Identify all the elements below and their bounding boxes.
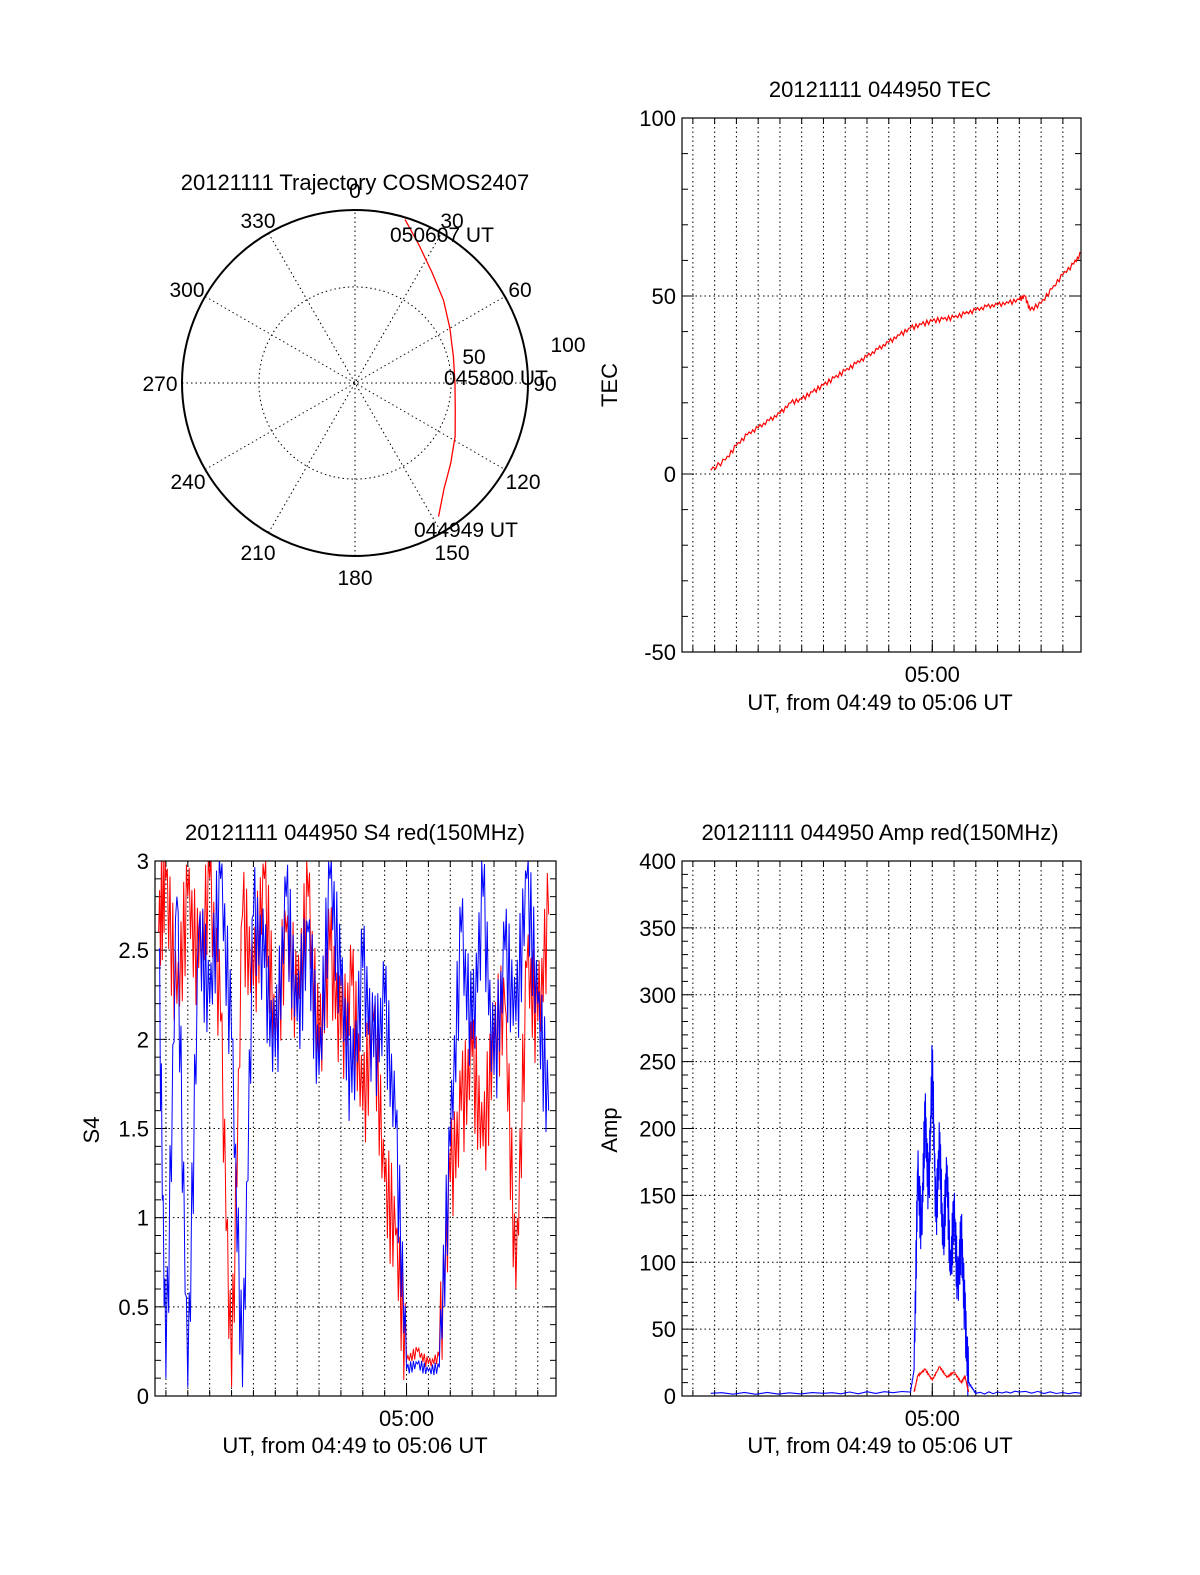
s4-ylabel: S4	[79, 1117, 104, 1144]
y-tick-label: 0	[137, 1384, 149, 1409]
polar-trajectory-line	[404, 219, 456, 517]
series-line	[158, 861, 550, 1388]
polar-azimuth-label: 120	[505, 471, 540, 494]
polar-azimuth-label: 210	[240, 542, 275, 565]
series-line	[710, 251, 1081, 471]
grid-lines	[682, 860, 1081, 1397]
polar-trajectory-panel: 20121111 Trajectory COSMOS2407 0 30 60 90 12…	[142, 170, 585, 590]
polar-azimuth-label: 300	[169, 279, 204, 302]
polar-spoke	[268, 232, 442, 534]
series-line	[913, 1365, 970, 1393]
tec-title: 20121111 044950 TEC	[769, 77, 991, 102]
polar-azimuth-label: 90	[533, 373, 556, 396]
polar-ring-50	[258, 286, 452, 480]
x-tick-label: 05:00	[905, 662, 960, 687]
plot-frame	[681, 117, 1082, 653]
plot-frame	[681, 860, 1082, 1397]
y-tick-label: -50	[644, 640, 676, 665]
polar-time-annotation: 045800 UT	[444, 367, 548, 390]
tec-panel: 20121111 044950 TEC -50 0 50 100 05:00 UT, f…	[597, 77, 1082, 715]
tec-plot-area: -50 0 50 100 05:00	[639, 106, 1082, 687]
y-tick-label: 2.5	[118, 938, 149, 963]
y-tick-label: 50	[652, 1317, 676, 1342]
amp-title: 20121111 044950 Amp red(150MHz)	[701, 820, 1058, 845]
polar-azimuth-label: 30	[440, 210, 463, 233]
polar-azimuth-label: 150	[434, 542, 469, 565]
y-tick-label: 100	[639, 106, 676, 131]
amp-ylabel: Amp	[597, 1107, 622, 1152]
polar-time-annotation: 044949 UT	[414, 519, 518, 542]
y-tick-label: 2	[137, 1027, 149, 1052]
polar-spoke	[204, 296, 506, 470]
polar-radial-labels: 50 100	[462, 334, 585, 369]
y-tick-label: 150	[639, 1183, 676, 1208]
y-tick-label: 300	[639, 983, 676, 1008]
series-group	[710, 251, 1081, 471]
amp-panel: 20121111 044950 Amp red(150MHz) 0 50 100 15…	[597, 820, 1082, 1458]
y-tick-label: 400	[639, 849, 676, 874]
y-tick-label: 50	[652, 284, 676, 309]
polar-azimuth-label: 270	[142, 373, 177, 396]
polar-azimuth-label: 0	[349, 180, 361, 203]
x-tick-label: 05:00	[379, 1406, 434, 1431]
series-line	[158, 861, 550, 1388]
y-tick-label: 1.5	[118, 1117, 149, 1142]
series-line	[710, 1045, 1081, 1396]
polar-azimuth-label: 240	[170, 471, 205, 494]
polar-annotations: 050607 UT 045800 UT 044949 UT	[390, 224, 548, 542]
polar-azimuth-labels: 0 30 60 90 120 150 180 210 240 270 300 330	[142, 180, 556, 590]
y-tick-label: 0.5	[118, 1295, 149, 1320]
y-tick-label: 0	[664, 462, 676, 487]
tec-xlabel: UT, from 04:49 to 05:06 UT	[747, 690, 1012, 715]
y-tick-label: 250	[639, 1050, 676, 1075]
plot-frame	[154, 860, 557, 1397]
y-tick-label: 350	[639, 916, 676, 941]
polar-azimuth-label: 330	[240, 210, 275, 233]
grid-lines	[682, 117, 1081, 653]
y-tick-label: 200	[639, 1117, 676, 1142]
polar-azimuth-label: 60	[508, 279, 531, 302]
s4-panel: 20121111 044950 S4 red(150MHz) 0 0.5 1 1.5 2…	[79, 820, 557, 1458]
polar-spoke	[268, 232, 442, 534]
s4-xlabel: UT, from 04:49 to 05:06 UT	[222, 1433, 487, 1458]
x-tick-label: 05:00	[905, 1406, 960, 1431]
y-tick-label: 0	[664, 1384, 676, 1409]
y-tick-label: 1	[137, 1206, 149, 1231]
polar-radial-label: 50	[462, 346, 485, 369]
series-group	[710, 1045, 1081, 1396]
series-group	[158, 861, 550, 1388]
polar-title: 20121111 Trajectory COSMOS2407	[181, 170, 530, 195]
amp-xlabel: UT, from 04:49 to 05:06 UT	[747, 1433, 1012, 1458]
tec-ylabel: TEC	[597, 363, 622, 407]
polar-azimuth-label: 180	[337, 567, 372, 590]
s4-title: 20121111 044950 S4 red(150MHz)	[185, 820, 525, 845]
polar-radial-label: 100	[550, 334, 585, 357]
polar-time-annotation: 050607 UT	[390, 224, 494, 247]
grid-lines	[155, 860, 556, 1397]
y-tick-label: 3	[137, 849, 149, 874]
s4-plot-area: 0 0.5 1 1.5 2 2.5 3 05:00	[118, 849, 557, 1431]
y-tick-label: 100	[639, 1250, 676, 1275]
amp-plot-area: 0 50 100 150 200 250 300 350 400 05:00	[639, 849, 1082, 1431]
polar-trajectory	[404, 219, 456, 517]
